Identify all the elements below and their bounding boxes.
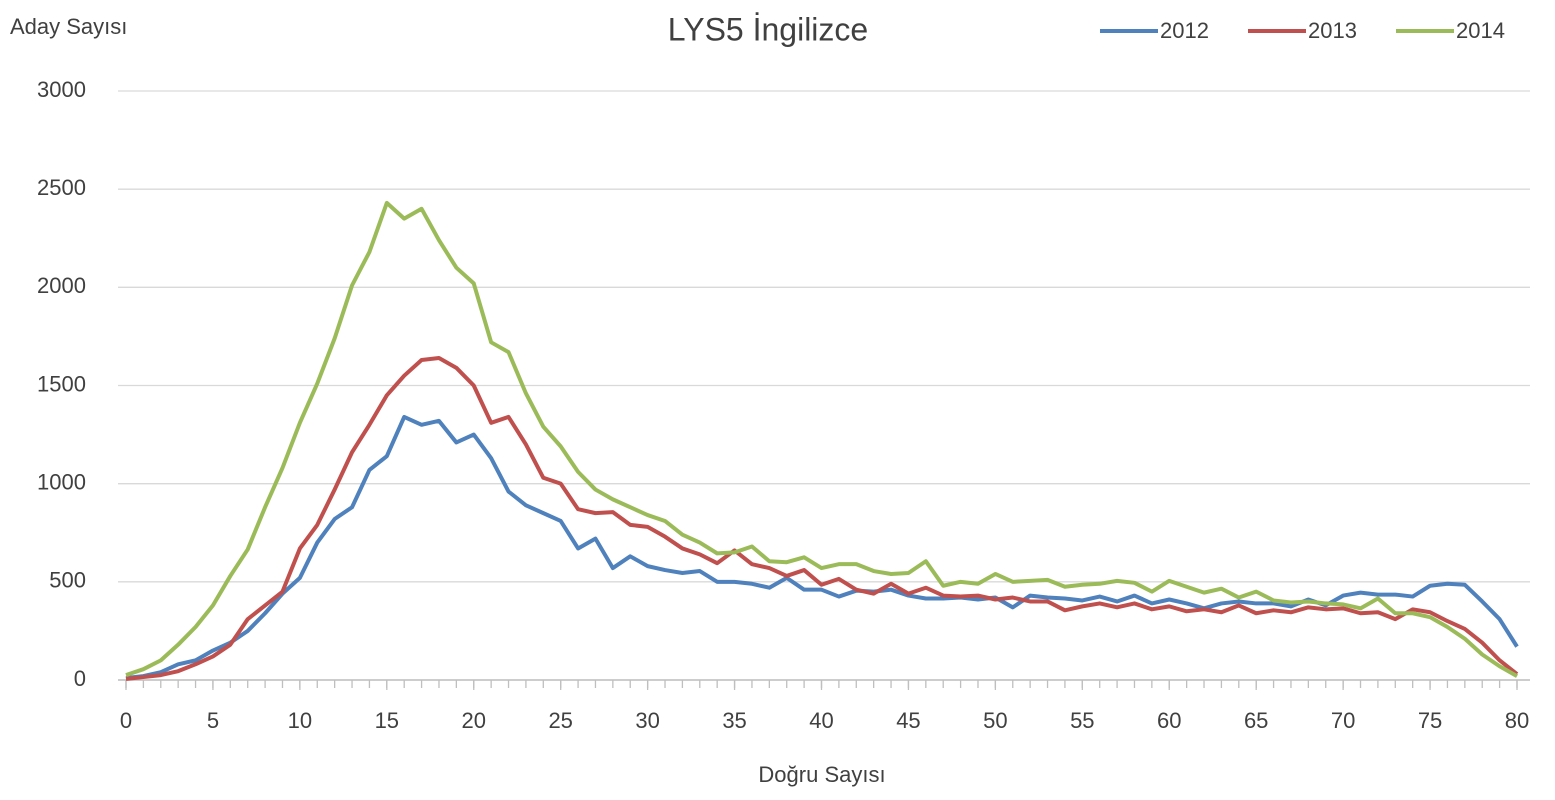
x-tick-label: 60 (1157, 708, 1181, 733)
legend-label: 2014 (1456, 18, 1505, 43)
y-tick-label: 1500 (37, 371, 86, 396)
chart-title: LYS5 İngilizce (668, 11, 868, 47)
x-tick-label: 5 (207, 708, 219, 733)
series-line (125, 356, 1519, 682)
y-tick-label: 3000 (37, 77, 86, 102)
x-tick-label: 80 (1505, 708, 1529, 733)
legend-label: 2012 (1160, 18, 1209, 43)
x-tick-label: 55 (1070, 708, 1094, 733)
x-tick-label: 0 (120, 708, 132, 733)
y-tick-label: 2500 (37, 175, 86, 200)
x-tick-label: 35 (722, 708, 746, 733)
x-tick-label: 45 (896, 708, 920, 733)
y-axis-label: Aday Sayısı (10, 14, 127, 39)
x-tick-label: 20 (462, 708, 486, 733)
x-tick-label: 10 (288, 708, 312, 733)
y-tick-label: 500 (49, 568, 86, 593)
x-axis-label: Doğru Sayısı (758, 762, 885, 787)
y-tick-label: 2000 (37, 273, 86, 298)
x-tick-label: 30 (635, 708, 659, 733)
x-tick-label: 25 (548, 708, 572, 733)
series-line (125, 200, 1518, 678)
x-tick-label: 75 (1418, 708, 1442, 733)
x-tick-label: 40 (809, 708, 833, 733)
y-tick-label: 1000 (37, 469, 86, 494)
x-tick-label: 50 (983, 708, 1007, 733)
x-tick-label: 65 (1244, 708, 1268, 733)
legend-label: 2013 (1308, 18, 1357, 43)
x-tick-label: 15 (375, 708, 399, 733)
series-line (125, 414, 1519, 681)
x-tick-label: 70 (1331, 708, 1355, 733)
y-tick-label: 0 (74, 666, 86, 691)
